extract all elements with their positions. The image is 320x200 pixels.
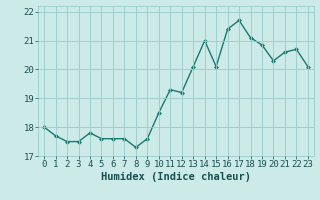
X-axis label: Humidex (Indice chaleur): Humidex (Indice chaleur) <box>101 172 251 182</box>
